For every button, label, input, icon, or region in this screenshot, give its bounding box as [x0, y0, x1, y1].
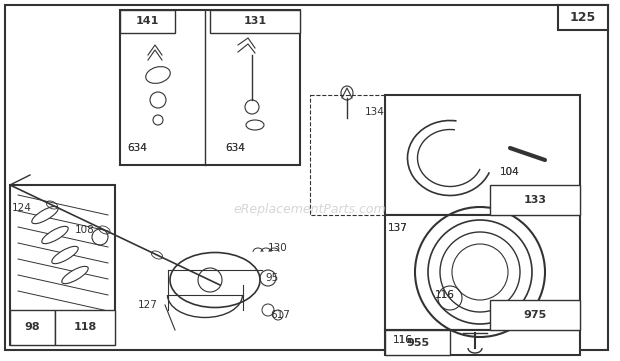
- Bar: [120, 10, 175, 33]
- Text: 116: 116: [393, 335, 413, 345]
- Text: 116: 116: [393, 335, 413, 345]
- Text: 116: 116: [435, 290, 455, 300]
- Bar: [210, 10, 300, 33]
- Text: 116: 116: [435, 290, 455, 300]
- Text: 125: 125: [570, 11, 596, 24]
- Text: 975: 975: [523, 310, 547, 320]
- Text: 137: 137: [388, 223, 408, 233]
- Text: 617: 617: [270, 310, 290, 320]
- Text: 98: 98: [25, 322, 40, 332]
- Bar: [10, 185, 115, 345]
- Text: 634: 634: [127, 143, 147, 153]
- Text: 95: 95: [265, 273, 278, 283]
- Text: 104: 104: [500, 167, 520, 177]
- Bar: [55, 310, 115, 345]
- Text: 124: 124: [12, 203, 32, 213]
- Text: eReplacementParts.com: eReplacementParts.com: [234, 204, 386, 217]
- Bar: [120, 10, 300, 165]
- Ellipse shape: [52, 246, 78, 264]
- Bar: [385, 330, 580, 355]
- Text: 131: 131: [244, 17, 267, 26]
- Bar: [310, 95, 385, 215]
- Bar: [490, 300, 580, 330]
- Text: 104: 104: [500, 167, 520, 177]
- Bar: [385, 330, 450, 355]
- Text: 130: 130: [268, 243, 288, 253]
- Bar: [385, 95, 580, 215]
- Text: 634: 634: [225, 143, 245, 153]
- Text: 134: 134: [365, 107, 385, 117]
- Text: 108: 108: [75, 225, 95, 235]
- Text: 141: 141: [136, 17, 159, 26]
- Text: 634: 634: [225, 143, 245, 153]
- Bar: [558, 5, 608, 30]
- Bar: [385, 215, 580, 330]
- Ellipse shape: [62, 266, 88, 284]
- Text: 955: 955: [406, 338, 429, 348]
- Text: 127: 127: [138, 300, 158, 310]
- Text: 634: 634: [127, 143, 147, 153]
- Bar: [10, 310, 55, 345]
- Text: 137: 137: [388, 223, 408, 233]
- Ellipse shape: [42, 226, 68, 244]
- Text: 133: 133: [523, 195, 546, 205]
- Text: 118: 118: [73, 322, 97, 332]
- Bar: [490, 185, 580, 215]
- Ellipse shape: [32, 206, 58, 224]
